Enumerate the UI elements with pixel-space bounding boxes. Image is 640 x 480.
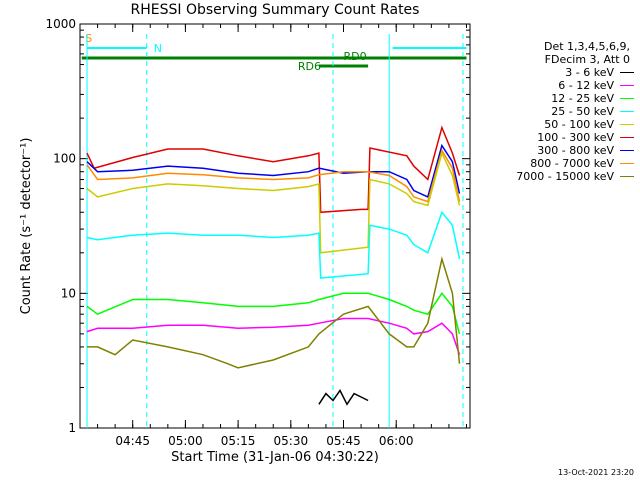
y-tick-label: 1000 (45, 17, 76, 31)
series-6to12keV-line (86, 317, 461, 355)
legend-entry: 800 - 7000 keV (484, 157, 634, 170)
x-tick-label: 05:30 (274, 434, 309, 448)
series-100to300keV-line (86, 125, 461, 214)
legend-entry: 7000 - 15000 keV (484, 170, 634, 183)
legend-entry: 6 - 12 keV (484, 79, 634, 92)
legend-entry-label: 800 - 7000 keV (530, 157, 614, 170)
x-tick-label: 06:00 (379, 434, 414, 448)
legend-entry-label: 50 - 100 keV (544, 118, 614, 131)
legend-header-line-1: Det 1,3,4,5,6,9, (543, 40, 630, 53)
legend-swatch (620, 137, 634, 138)
legend-entry-label: 25 - 50 keV (551, 105, 614, 118)
annotation-rd6: RD6 (298, 60, 321, 73)
generation-timestamp: 13-Oct-2021 23:20 (558, 468, 634, 477)
legend: Det 1,3,4,5,6,9, FDecim 3, Att 0 3 - 6 k… (484, 40, 634, 183)
legend-header-line-2: FDecim 3, Att 0 (544, 53, 630, 66)
series-300to800keV-line (86, 143, 461, 198)
legend-entry: 300 - 800 keV (484, 144, 634, 157)
y-tick-label: 1 (68, 421, 76, 435)
legend-entry-label: 100 - 300 keV (537, 131, 614, 144)
x-tick-label: 04:45 (115, 434, 150, 448)
series-25to50keV-line (86, 210, 461, 279)
x-tick-label: 05:15 (221, 434, 256, 448)
annotation-n: N (154, 42, 162, 55)
legend-swatch (620, 98, 634, 99)
legend-entry: 12 - 25 keV (484, 92, 634, 105)
x-tick-label: 05:00 (168, 434, 203, 448)
x-axis-label: Start Time (31-Jan-06 04:30:22) (171, 450, 379, 465)
legend-swatch (620, 111, 634, 112)
legend-entry: 3 - 6 keV (484, 66, 634, 79)
legend-entry-label: 3 - 6 keV (565, 66, 614, 79)
legend-swatch (620, 163, 634, 164)
series-800to7000keV-line (86, 148, 461, 203)
annotation-rd0: RD0 (344, 50, 367, 63)
plot-frame (79, 23, 471, 429)
legend-swatch (620, 72, 634, 73)
legend-entry-label: 12 - 25 keV (551, 92, 614, 105)
series-50to100keV-line (86, 150, 461, 254)
legend-entry-label: 6 - 12 keV (558, 79, 614, 92)
legend-swatch (620, 176, 634, 177)
legend-entry: 100 - 300 keV (484, 131, 634, 144)
legend-entry-label: 300 - 800 keV (537, 144, 614, 157)
legend-entry-label: 7000 - 15000 keV (516, 170, 614, 183)
legend-entry: 25 - 50 keV (484, 105, 634, 118)
chart-title: RHESSI Observing Summary Count Rates (130, 2, 420, 18)
y-tick-label: 100 (53, 152, 76, 166)
x-tick-label: 05:45 (326, 434, 361, 448)
series-3to6keV-line (318, 389, 369, 406)
legend-swatch (620, 85, 634, 86)
legend-entry: 50 - 100 keV (484, 118, 634, 131)
legend-swatch (620, 150, 634, 151)
annotation-s: S (85, 32, 92, 45)
y-axis-label: Count Rate (s⁻¹ detector⁻¹) (19, 138, 34, 315)
legend-swatch (620, 124, 634, 125)
series-7000to15000keV-line (87, 256, 461, 369)
y-tick-label: 10 (61, 286, 76, 300)
